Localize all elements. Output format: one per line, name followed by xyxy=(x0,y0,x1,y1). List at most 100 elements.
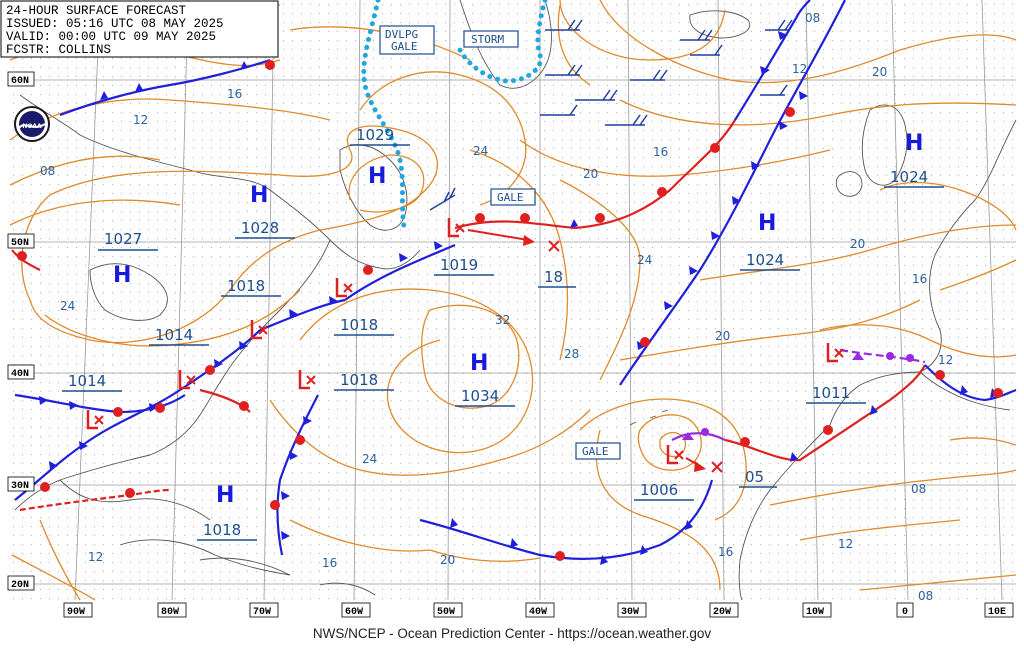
coast-azores xyxy=(629,409,669,426)
lon-label-40w: 40W xyxy=(529,607,547,618)
isobar-label: 12 xyxy=(938,353,953,367)
isobar-label: 16 xyxy=(718,545,733,559)
isobar-label: 12 xyxy=(792,62,807,76)
svg-text:1018: 1018 xyxy=(203,521,241,539)
isobar-label: 12 xyxy=(838,537,853,551)
fcst-pos-18: 18 xyxy=(544,268,563,286)
coast-europe xyxy=(919,119,1017,373)
low-1014-ne: 1014 xyxy=(155,326,193,344)
isobar-label: 16 xyxy=(653,145,668,159)
high-1027: H 1027 xyxy=(98,230,158,288)
lat-label-30n: 30N xyxy=(11,481,29,492)
isobar-label: 32 xyxy=(495,313,510,327)
svg-text:DVLPG: DVLPG xyxy=(385,28,418,41)
front-cold-1018 xyxy=(276,394,319,556)
svg-text:H: H xyxy=(216,483,234,508)
isobar-label: 20 xyxy=(872,65,887,79)
coast-newfoundland xyxy=(339,144,408,231)
low-1018-atl-2: 1018 xyxy=(340,371,378,389)
noaa-logo: NOAA xyxy=(14,106,50,142)
isobar-label: 20 xyxy=(583,167,598,181)
coast-africa xyxy=(738,371,1011,601)
low-1006: 1006 xyxy=(640,481,678,499)
isobar-label: 16 xyxy=(227,87,242,101)
footer-credit: NWS/NCEP - Ocean Prediction Center - htt… xyxy=(313,626,711,641)
lon-label-50w: 50W xyxy=(437,607,455,618)
lon-label-90w: 90W xyxy=(67,607,85,618)
isobar-label: 16 xyxy=(322,556,337,570)
svg-text:1034: 1034 xyxy=(461,387,499,405)
isobar-label: 08 xyxy=(40,164,55,178)
lon-label-10e: 10E xyxy=(988,607,1006,618)
coastlines xyxy=(14,0,1017,601)
low-1011: 1011 xyxy=(812,384,850,402)
front-east-coast xyxy=(259,298,346,332)
isobar-label: 24 xyxy=(637,253,652,267)
header-line-issued: ISSUED: 05:16 UTC 08 MAY 2025 xyxy=(6,17,224,31)
lat-label-20n: 20N xyxy=(11,580,29,591)
front-east-coast-2 xyxy=(179,329,261,391)
warning-boxes: DVLPG GALE STORM GALE GALE xyxy=(379,25,621,460)
coast-gulf xyxy=(59,479,291,576)
warning-gale-south: GALE xyxy=(575,442,621,460)
header-line-fcstr: FCSTR: COLLINS xyxy=(6,43,111,57)
front-cold-north xyxy=(734,0,811,121)
coast-great-lakes xyxy=(89,263,168,321)
svg-text:H: H xyxy=(758,211,776,236)
front-pips xyxy=(17,31,1003,565)
high-centers: H 1028 H 1027 H 1029 H 1034 H 1024 H 102… xyxy=(98,126,944,541)
svg-text:1024: 1024 xyxy=(890,168,928,186)
coast-iberia xyxy=(829,371,921,426)
isobar-label: 20 xyxy=(440,553,455,567)
lon-label-20w: 20W xyxy=(713,607,731,618)
svg-text:STORM: STORM xyxy=(471,33,504,46)
svg-text:H: H xyxy=(470,351,488,376)
low-1019: 1019 xyxy=(440,256,478,274)
isobar-label: 08 xyxy=(918,589,933,603)
high-1024-east: H 1024 xyxy=(884,131,944,188)
high-1029: H 1029 xyxy=(350,126,410,189)
low-centers: 1018 1019 1014 1014 1018 1018 1006 1011 xyxy=(62,218,866,501)
fcst-pos-05: 05 xyxy=(745,468,764,486)
front-cold-main xyxy=(619,0,846,386)
isobar-label: 08 xyxy=(805,11,820,25)
lon-label-0: 0 xyxy=(902,607,908,618)
isobar-label: 16 xyxy=(912,272,927,286)
graticule xyxy=(10,0,1016,601)
svg-text:1027: 1027 xyxy=(104,230,142,248)
isobar-label: 12 xyxy=(88,550,103,564)
front-cold-south xyxy=(419,479,714,560)
isobar-label: 20 xyxy=(850,237,865,251)
lon-labels: 90W 80W 70W 60W 50W 40W 30W 20W 10W 0 10… xyxy=(10,602,1016,621)
header-block: 24-HOUR SURFACE FORECAST ISSUED: 05:16 U… xyxy=(0,0,279,58)
front-warm-north xyxy=(454,119,736,230)
lat-label-50n: 50N xyxy=(11,238,29,249)
lon-label-70w: 70W xyxy=(253,607,271,618)
high-1034: H 1034 xyxy=(455,351,515,407)
isobar-label: 12 xyxy=(133,113,148,127)
coast-caribbean xyxy=(199,557,376,596)
warning-area-outlines xyxy=(361,0,548,235)
high-1028: H 1028 xyxy=(235,183,295,239)
svg-text:1028: 1028 xyxy=(241,219,279,237)
coast-iceland xyxy=(689,10,751,39)
front-stationary-mid xyxy=(344,243,456,301)
lon-label-80w: 80W xyxy=(161,607,179,618)
lon-label-30w: 30W xyxy=(621,607,639,618)
high-1018-south: H 1018 xyxy=(197,483,257,541)
wind-barbs xyxy=(429,19,793,211)
warning-storm: STORM xyxy=(463,30,519,48)
isobar-label: 24 xyxy=(362,452,377,466)
svg-text:1024: 1024 xyxy=(746,251,784,269)
isobar-label: 20 xyxy=(715,329,730,343)
header-line-title: 24-HOUR SURFACE FORECAST xyxy=(6,4,187,18)
low-1018-atl: 1018 xyxy=(340,316,378,334)
svg-text:NOAA: NOAA xyxy=(22,123,42,130)
lon-label-10w: 10W xyxy=(806,607,824,618)
svg-text:H: H xyxy=(905,131,923,156)
forecast-tracks: 18 05 xyxy=(467,229,777,488)
warning-gale-north: GALE xyxy=(490,188,536,206)
warning-dvlpg-gale: DVLPG GALE xyxy=(379,25,435,55)
low-1014-sw: 1014 xyxy=(68,372,106,390)
isobar-labels: 16 12 08 24 24 20 16 08 12 20 20 16 24 3… xyxy=(40,11,953,603)
